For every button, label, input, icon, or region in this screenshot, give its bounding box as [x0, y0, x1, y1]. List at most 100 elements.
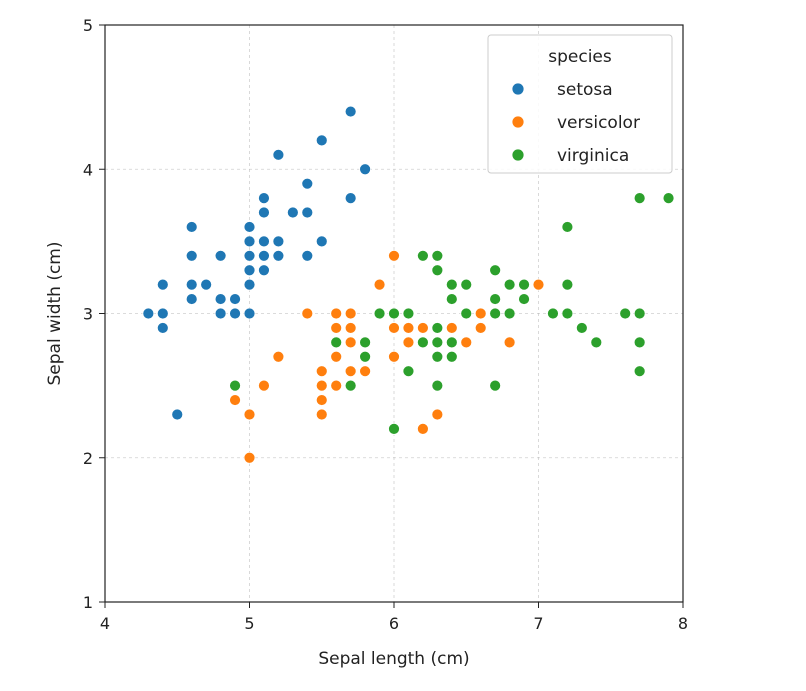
virginica-point — [503, 278, 516, 291]
versicolor-point — [532, 278, 545, 291]
setosa-point — [344, 192, 357, 205]
legend-box — [487, 34, 673, 174]
setosa-point — [243, 278, 256, 291]
setosa-point — [272, 249, 285, 262]
virginica-point — [575, 322, 588, 334]
virginica-point — [402, 365, 415, 378]
virginica-point — [518, 278, 530, 291]
virginica-point — [402, 307, 415, 320]
virginica-point — [445, 336, 458, 349]
versicolor-point — [315, 394, 328, 406]
versicolor-point — [474, 322, 487, 334]
virginica-point — [431, 379, 444, 392]
x-tick-label: 7 — [533, 614, 543, 633]
versicolor-point — [344, 307, 357, 320]
setosa-point — [258, 192, 270, 205]
virginica-point — [633, 307, 646, 320]
setosa-point — [214, 293, 227, 305]
versicolor-point — [344, 365, 357, 378]
versicolor-point — [416, 422, 429, 435]
virginica-point — [561, 307, 574, 320]
virginica-point — [503, 307, 516, 320]
x-tick-label: 4 — [100, 614, 110, 633]
setosa-point — [185, 293, 198, 305]
setosa-point — [229, 293, 241, 305]
versicolor-point — [330, 350, 343, 363]
setosa-point — [142, 307, 155, 320]
virginica-point — [330, 336, 343, 349]
versicolor-point — [301, 307, 314, 320]
virginica-point — [344, 379, 357, 392]
virginica-point — [431, 249, 444, 262]
y-tick-label: 3 — [83, 305, 93, 324]
versicolor-point — [272, 350, 285, 363]
versicolor-point — [344, 322, 357, 334]
versicolor-point — [243, 408, 256, 421]
y-tick-label: 2 — [83, 449, 93, 468]
setosa-point — [171, 408, 184, 421]
setosa-point — [214, 307, 227, 320]
virginica-point — [489, 264, 502, 277]
virginica-legend-marker — [511, 148, 525, 162]
virginica-legend-label: virginica — [557, 146, 629, 166]
setosa-point — [258, 235, 270, 248]
y-tick-label: 1 — [83, 593, 93, 612]
setosa-point — [258, 206, 270, 219]
virginica-point — [460, 307, 473, 320]
x-tick-label: 5 — [244, 614, 254, 633]
virginica-point — [489, 379, 502, 392]
versicolor-point — [258, 379, 270, 392]
versicolor-point — [344, 336, 357, 349]
virginica-point — [633, 365, 646, 378]
virginica-point — [489, 293, 502, 305]
virginica-point — [633, 192, 646, 205]
setosa-point — [258, 264, 270, 277]
versicolor-point — [445, 322, 458, 334]
virginica-point — [547, 307, 559, 320]
versicolor-point — [416, 322, 429, 334]
virginica-point — [460, 278, 473, 291]
versicolor-point — [474, 307, 487, 320]
setosa-point — [359, 163, 372, 176]
setosa-point — [185, 278, 198, 291]
setosa-point — [272, 235, 285, 248]
versicolor-point — [229, 394, 241, 406]
setosa-point — [185, 221, 198, 233]
virginica-point — [359, 350, 372, 363]
virginica-point — [445, 350, 458, 363]
setosa-point — [243, 235, 256, 248]
setosa-legend-marker — [511, 82, 525, 96]
setosa-legend-label: setosa — [557, 80, 613, 100]
axis-ticks: 4 5 6 7 8 1 2 3 4 5 — [83, 16, 688, 633]
versicolor-point — [373, 278, 386, 291]
virginica-point — [561, 221, 574, 233]
virginica-point — [431, 264, 444, 277]
versicolor-point — [330, 307, 343, 320]
versicolor-point — [388, 322, 400, 334]
virginica-point — [431, 350, 444, 363]
versicolor-point — [315, 379, 328, 392]
setosa-point — [185, 249, 198, 262]
y-tick-label: 5 — [83, 16, 93, 35]
virginica-point — [373, 307, 386, 320]
versicolor-point — [330, 379, 343, 392]
virginica-point — [416, 336, 429, 349]
versicolor-point — [315, 365, 328, 378]
setosa-point — [301, 249, 314, 262]
versicolor-legend-label: versicolor — [557, 113, 640, 133]
virginica-point — [518, 293, 530, 305]
legend-items: setosa versicolor virginica — [511, 80, 640, 166]
x-axis-label: Sepal length (cm) — [318, 649, 469, 669]
virginica-point — [445, 293, 458, 305]
setosa-point — [156, 322, 169, 334]
virginica-point — [416, 249, 429, 262]
virginica-point — [431, 322, 444, 334]
setosa-point — [272, 148, 285, 161]
virginica-point — [561, 278, 574, 291]
virginica-point — [388, 307, 400, 320]
versicolor-legend-marker — [511, 115, 525, 129]
legend: species setosa versicolor virginica — [487, 34, 673, 174]
versicolor-point — [243, 451, 256, 464]
virginica-point — [431, 336, 444, 349]
